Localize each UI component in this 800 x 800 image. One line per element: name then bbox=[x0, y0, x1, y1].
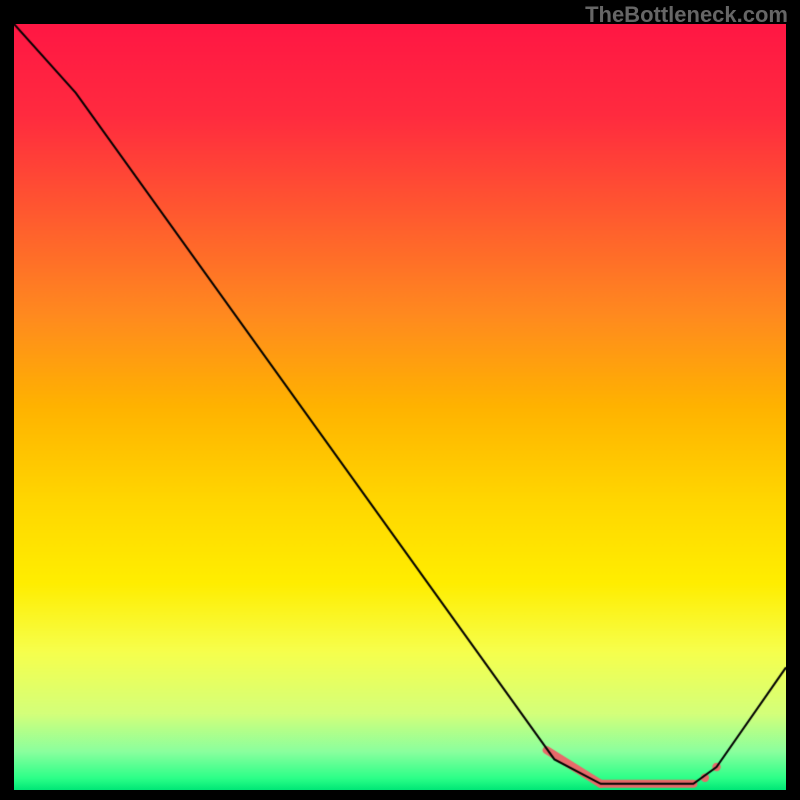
watermark-text: TheBottleneck.com bbox=[585, 2, 788, 28]
line-chart-canvas bbox=[14, 24, 786, 790]
chart-stage: TheBottleneck.com bbox=[0, 0, 800, 800]
